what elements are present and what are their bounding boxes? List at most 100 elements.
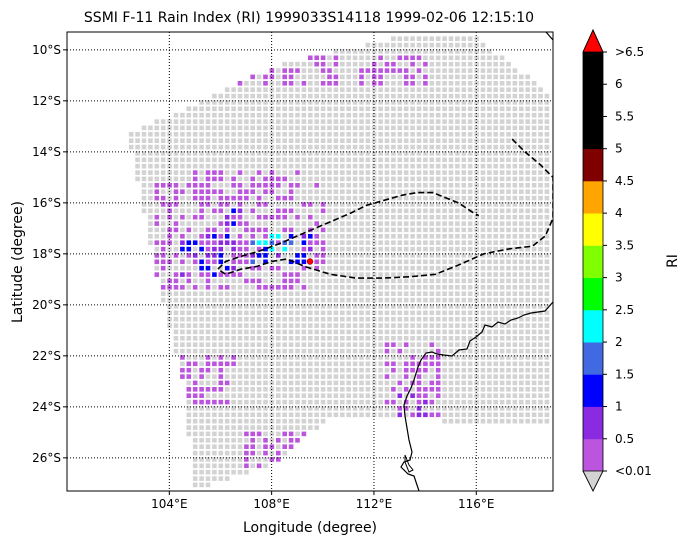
swath-pixel xyxy=(487,272,492,277)
swath-pixel xyxy=(461,119,467,124)
swath-pixel xyxy=(461,144,467,150)
swath-pixel xyxy=(461,272,467,277)
swath-pixel xyxy=(333,374,339,379)
swath-pixel xyxy=(525,202,530,207)
rain-pixel xyxy=(212,227,217,233)
swath-pixel xyxy=(474,310,479,316)
swath-pixel xyxy=(320,272,326,277)
swath-pixel xyxy=(448,227,454,233)
swath-pixel xyxy=(244,144,249,150)
rain-pixel xyxy=(384,374,390,379)
swath-pixel xyxy=(154,125,160,131)
swath-pixel xyxy=(231,406,236,411)
swath-pixel xyxy=(173,176,179,182)
swath-pixel xyxy=(346,329,351,335)
swath-pixel xyxy=(340,195,345,201)
swath-pixel xyxy=(148,221,153,226)
swath-pixel xyxy=(160,189,166,194)
swath-pixel xyxy=(327,329,332,335)
swath-pixel xyxy=(282,93,287,99)
swath-pixel xyxy=(301,189,307,194)
swath-pixel xyxy=(288,163,294,169)
swath-pixel xyxy=(333,285,339,290)
rain-pixel xyxy=(269,176,275,182)
swath-pixel xyxy=(333,240,339,245)
swath-pixel xyxy=(205,406,211,411)
swath-pixel xyxy=(308,183,313,188)
swath-pixel xyxy=(403,297,409,303)
swath-pixel xyxy=(461,106,467,112)
swath-pixel xyxy=(346,74,351,80)
swath-pixel xyxy=(333,253,339,258)
swath-pixel xyxy=(180,138,185,143)
swath-pixel xyxy=(461,195,467,201)
swath-pixel xyxy=(429,74,435,80)
swath-pixel xyxy=(403,227,409,233)
swath-pixel xyxy=(352,87,358,92)
rain-pixel xyxy=(435,374,441,379)
swath-pixel xyxy=(263,93,268,99)
swath-pixel xyxy=(410,240,415,245)
swath-pixel xyxy=(448,119,454,124)
swath-pixel xyxy=(397,329,403,335)
swath-pixel xyxy=(244,406,249,411)
swath-pixel xyxy=(429,170,435,175)
rain-pixel xyxy=(212,253,217,258)
swath-pixel xyxy=(442,406,447,411)
swath-pixel xyxy=(487,202,492,207)
swath-pixel xyxy=(512,183,518,188)
swath-pixel xyxy=(365,221,371,226)
swath-pixel xyxy=(442,214,447,220)
rain-pixel xyxy=(186,240,192,245)
swath-pixel xyxy=(340,208,345,214)
swath-pixel xyxy=(250,100,255,105)
swath-pixel xyxy=(186,291,192,296)
swath-pixel xyxy=(295,132,300,137)
rain-pixel xyxy=(237,202,243,207)
swath-pixel xyxy=(301,157,307,163)
swath-pixel xyxy=(359,138,364,143)
swath-pixel xyxy=(314,189,319,194)
swath-pixel xyxy=(192,316,198,322)
swath-pixel xyxy=(435,81,441,86)
swath-pixel xyxy=(499,399,505,405)
swath-pixel xyxy=(288,214,294,220)
rain-pixel xyxy=(192,176,198,182)
swath-pixel xyxy=(244,336,249,341)
swath-pixel xyxy=(378,412,383,418)
swath-pixel xyxy=(448,278,454,284)
swath-pixel xyxy=(186,221,192,226)
swath-pixel xyxy=(282,202,287,207)
swath-pixel xyxy=(467,81,473,86)
rain-pixel xyxy=(224,399,230,405)
swath-pixel xyxy=(467,74,473,80)
swath-pixel xyxy=(327,119,332,124)
swath-pixel xyxy=(263,170,268,175)
swath-pixel xyxy=(487,100,492,105)
axes-frame xyxy=(66,31,554,492)
swath-pixel xyxy=(256,189,262,194)
rain-pixel xyxy=(282,227,287,233)
swath-pixel xyxy=(186,112,192,118)
swath-pixel xyxy=(487,138,492,143)
rain-pixel xyxy=(186,393,192,398)
swath-pixel xyxy=(403,183,409,188)
swath-pixel xyxy=(480,367,486,373)
swath-pixel xyxy=(180,361,185,367)
swath-pixel xyxy=(429,112,435,118)
swath-pixel xyxy=(352,100,358,105)
swath-pixel xyxy=(512,81,518,86)
rain-pixel xyxy=(244,189,249,194)
swath-pixel xyxy=(474,297,479,303)
rain-pixel xyxy=(212,240,217,245)
swath-pixel xyxy=(525,278,530,284)
swath-pixel xyxy=(442,304,447,309)
swath-pixel xyxy=(237,285,243,290)
swath-pixel xyxy=(186,316,192,322)
swath-pixel xyxy=(333,214,339,220)
swath-pixel xyxy=(365,291,371,296)
swath-pixel xyxy=(224,425,230,430)
swath-pixel xyxy=(448,74,454,80)
swath-pixel xyxy=(269,112,275,118)
swath-pixel xyxy=(416,119,422,124)
